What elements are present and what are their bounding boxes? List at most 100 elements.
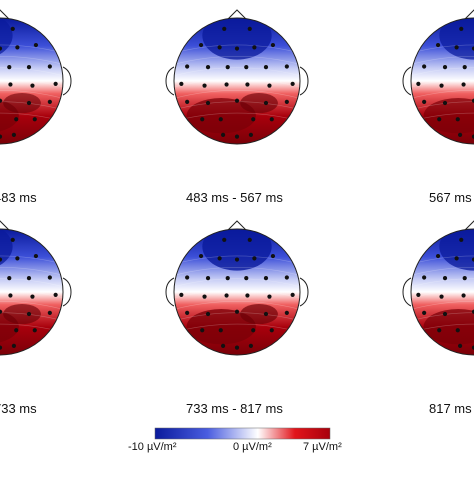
colorbar-max-label: 7 µV/m² <box>303 441 342 453</box>
electrode <box>218 117 223 122</box>
head-outline <box>0 17 64 145</box>
electrode <box>471 345 474 350</box>
electrode <box>461 82 466 87</box>
electrode <box>198 253 204 259</box>
electrode <box>437 117 442 122</box>
colorbar-strip <box>154 427 331 440</box>
electrode <box>234 309 240 314</box>
nose <box>0 9 10 20</box>
head-outline <box>173 228 301 356</box>
electrode <box>30 294 35 299</box>
electrode <box>26 311 32 317</box>
electrode <box>422 310 427 315</box>
electrode <box>457 343 463 349</box>
electrode <box>205 311 211 317</box>
electrode <box>8 82 13 87</box>
electrode <box>422 64 427 69</box>
electrode <box>47 310 52 315</box>
electrode <box>11 132 17 138</box>
head-outline <box>410 228 474 356</box>
electrode <box>53 292 58 297</box>
electrode <box>471 98 474 103</box>
electrode <box>252 45 257 50</box>
electrode <box>416 292 421 297</box>
electrode <box>252 256 257 261</box>
electrode <box>247 237 252 242</box>
electrode <box>47 64 52 69</box>
scalp-map-4 <box>0 220 72 356</box>
electrode <box>251 328 256 333</box>
scalp-map-6 <box>402 220 474 356</box>
electrode <box>30 83 35 88</box>
head-outline <box>410 17 474 145</box>
electrode <box>185 275 190 280</box>
electrode <box>267 294 272 299</box>
electrode <box>455 117 460 122</box>
electrode <box>26 275 32 281</box>
nose <box>464 9 474 20</box>
electrode <box>422 275 427 280</box>
electrode <box>270 253 276 259</box>
electrode <box>47 275 52 280</box>
electrode <box>462 275 467 281</box>
left-ear <box>165 66 175 96</box>
electrode <box>234 134 240 139</box>
electrode <box>234 46 240 51</box>
electrode <box>455 328 460 333</box>
nose <box>227 220 247 231</box>
electrode <box>263 100 269 106</box>
right-ear <box>299 66 309 96</box>
electrode <box>224 82 229 87</box>
electrode <box>225 64 230 70</box>
head-outline <box>173 17 301 145</box>
electrode <box>10 26 15 31</box>
electrode <box>32 117 37 122</box>
electrode <box>200 328 205 333</box>
electrode <box>442 275 448 281</box>
electrode <box>442 311 448 317</box>
electrode <box>248 132 254 138</box>
electrode <box>471 134 474 139</box>
right-ear <box>62 277 72 307</box>
electrode <box>247 26 252 31</box>
nose <box>227 9 247 20</box>
electrode <box>263 275 269 281</box>
electrode <box>179 292 184 297</box>
electrode <box>269 117 274 122</box>
electrode <box>198 42 204 48</box>
electrode <box>471 257 474 262</box>
electrode <box>200 117 205 122</box>
scalp-map-3 <box>402 9 474 145</box>
electrode <box>416 81 421 86</box>
panel-label-4: 733 ms <box>0 401 37 416</box>
scalp-map-2 <box>165 9 309 145</box>
electrode <box>263 311 269 317</box>
electrode <box>284 64 289 69</box>
electrode <box>179 81 184 86</box>
electrode <box>185 99 190 104</box>
electrode <box>462 64 467 70</box>
panel-label-2: 483 ms - 567 ms <box>186 190 283 205</box>
electrode <box>269 328 274 333</box>
electrode <box>222 26 227 31</box>
colorbar-mid-label: 0 µV/m² <box>233 441 272 453</box>
electrode <box>0 134 3 139</box>
electrode <box>26 100 32 106</box>
electrode <box>202 83 207 88</box>
nose <box>464 220 474 231</box>
panel-label-1: 483 ms <box>0 190 37 205</box>
electrode <box>244 275 249 281</box>
electrode <box>435 42 441 48</box>
electrode <box>11 343 17 349</box>
electrode <box>0 309 3 314</box>
panel-label-3: 567 ms <box>429 190 472 205</box>
electrode <box>217 256 222 261</box>
right-ear <box>299 277 309 307</box>
electrode <box>202 294 207 299</box>
electrode <box>457 132 463 138</box>
electrode <box>442 64 448 70</box>
electrode <box>0 46 3 51</box>
electrode <box>454 45 459 50</box>
electrode <box>245 293 250 298</box>
